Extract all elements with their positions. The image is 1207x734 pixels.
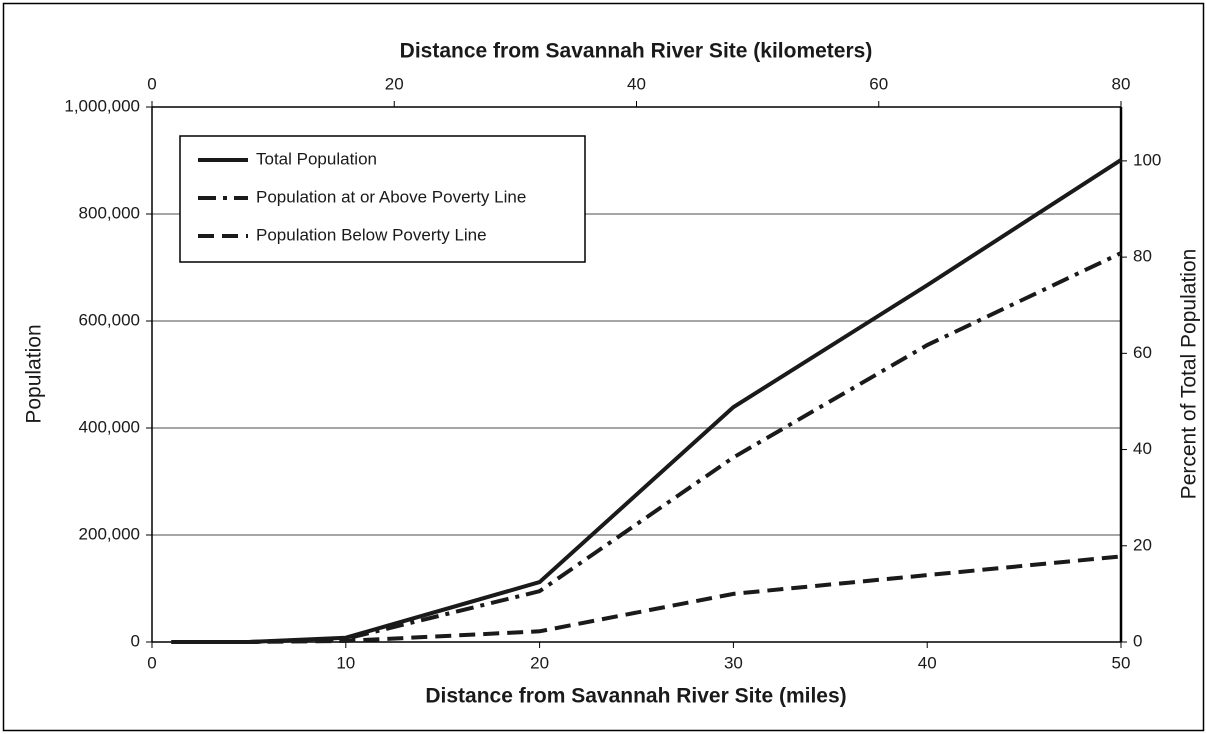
y2-tick-label: 40 [1133, 439, 1152, 458]
series-line [171, 554, 1122, 644]
y2-tick-label: 20 [1133, 535, 1152, 554]
x-tick-label: 20 [530, 653, 549, 672]
x-axis-title: Distance from Savannah River Site (miles… [425, 685, 846, 708]
y2-tick-label: 60 [1133, 343, 1152, 362]
y2-tick-label: 0 [1133, 631, 1142, 650]
x2-tick-label: 0 [147, 74, 156, 93]
y-tick-label: 1,000,000 [64, 96, 140, 115]
legend-label: Population Below Poverty Line [256, 225, 487, 244]
y-tick-label: 800,000 [79, 203, 140, 222]
top-axis-title: Distance from Savannah River Site (kilom… [400, 40, 873, 63]
x2-tick-label: 20 [385, 74, 404, 93]
y-tick-label: 0 [131, 631, 140, 650]
y2-tick-label: 100 [1133, 150, 1161, 169]
y-tick-label: 600,000 [79, 310, 140, 329]
x-tick-label: 40 [918, 653, 937, 672]
x-tick-label: 0 [147, 653, 156, 672]
y-tick-label: 200,000 [79, 524, 140, 543]
x2-tick-label: 80 [1112, 74, 1131, 93]
y2-axis-title: Percent of Total Population [1178, 249, 1201, 500]
y-axis-title: Population [23, 324, 46, 423]
x2-tick-label: 60 [869, 74, 888, 93]
series-line [171, 251, 1122, 644]
legend-label: Population at or Above Poverty Line [256, 187, 526, 206]
x2-tick-label: 40 [627, 74, 646, 93]
x-tick-label: 50 [1112, 653, 1131, 672]
x-tick-label: 10 [336, 653, 355, 672]
x-tick-label: 30 [724, 653, 743, 672]
legend-label: Total Population [256, 149, 377, 168]
y2-tick-label: 80 [1133, 247, 1152, 266]
y-tick-label: 400,000 [79, 417, 140, 436]
